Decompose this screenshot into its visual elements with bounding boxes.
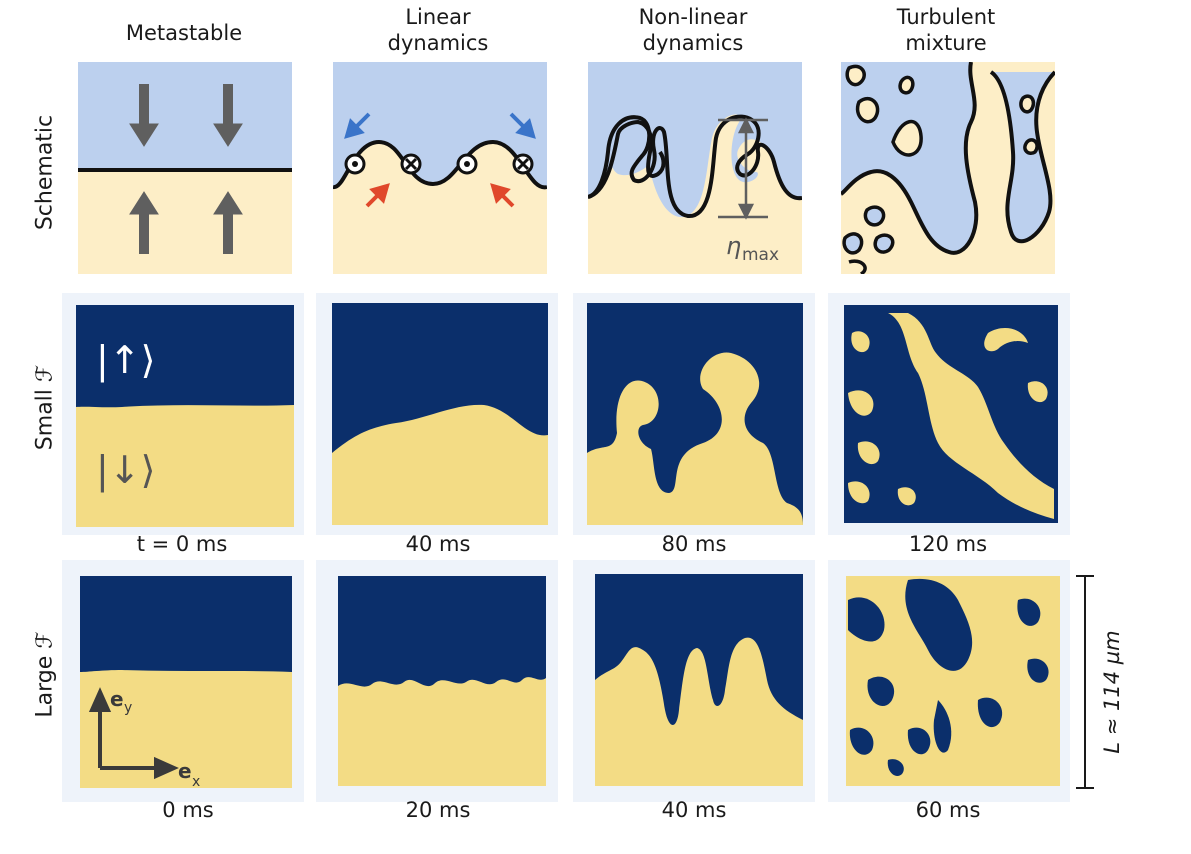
column-title-nonlinear: Non-linear dynamics bbox=[638, 5, 748, 55]
row-label-small: Small ℱ bbox=[32, 364, 58, 451]
eta-subscript: max bbox=[742, 245, 779, 265]
image-large-60ms bbox=[828, 560, 1070, 802]
column-title-metastable: Metastable bbox=[125, 21, 243, 45]
time-label-small-2: 80 ms bbox=[661, 532, 727, 556]
row-label-large: Large ℱ bbox=[32, 631, 58, 718]
time-label-large-3: 60 ms bbox=[915, 798, 981, 822]
time-label-large-2: 40 ms bbox=[661, 798, 727, 822]
state-down-label: |↓⟩ bbox=[96, 448, 155, 493]
scale-bar bbox=[1076, 575, 1094, 789]
image-small-40ms bbox=[316, 293, 558, 535]
column-title-turbulent: Turbulent mixture bbox=[896, 5, 996, 55]
time-label-small-3: 120 ms bbox=[908, 532, 988, 556]
state-up-label: |↑⟩ bbox=[96, 338, 155, 383]
row-label-schematic: Schematic bbox=[32, 114, 58, 231]
image-small-120ms bbox=[828, 293, 1070, 535]
column-title-linear: Linear dynamics bbox=[387, 5, 489, 55]
time-label-large-0: 0 ms bbox=[162, 798, 214, 822]
scale-bar-label: L ≈ 114 µm bbox=[1100, 630, 1124, 754]
image-large-40ms bbox=[573, 560, 815, 802]
axis-ey-subscript: y bbox=[124, 700, 132, 716]
axis-ex-label: e bbox=[178, 759, 192, 783]
image-large-20ms bbox=[316, 560, 558, 802]
schematic-linear bbox=[333, 62, 547, 274]
time-label-small-0: t = 0 ms bbox=[136, 532, 228, 556]
image-small-80ms bbox=[573, 293, 815, 535]
schematic-turbulent bbox=[841, 62, 1055, 274]
image-large-0ms: e y e x bbox=[62, 560, 304, 802]
time-label-small-1: 40 ms bbox=[405, 532, 471, 556]
eta-symbol: η bbox=[726, 232, 741, 260]
schematic-nonlinear: η max bbox=[588, 62, 802, 274]
schematic-metastable bbox=[78, 62, 292, 274]
image-small-0ms: |↑⟩ |↓⟩ bbox=[62, 293, 304, 535]
axis-ex-subscript: x bbox=[192, 774, 200, 790]
axis-ey-label: e bbox=[110, 687, 124, 711]
time-label-large-1: 20 ms bbox=[405, 798, 471, 822]
